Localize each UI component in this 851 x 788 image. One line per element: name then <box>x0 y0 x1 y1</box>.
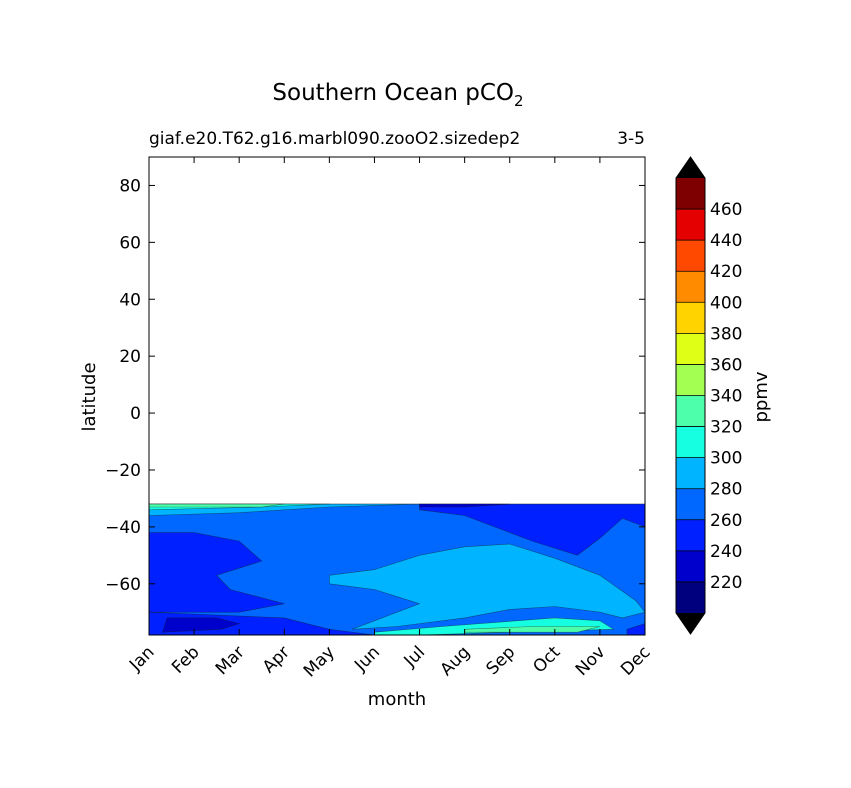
y-tick-label: 40 <box>119 290 141 310</box>
y-axis-label: latitude <box>79 362 100 431</box>
x-tick-label: Sep <box>482 642 519 679</box>
contour-region-240 <box>626 623 645 635</box>
colorbar-swatch <box>676 271 705 303</box>
colorbar-label: ppmv <box>751 371 772 422</box>
colorbar-tick-label: 280 <box>710 480 742 500</box>
y-tick-label: 0 <box>130 404 141 424</box>
x-tick-label: Jun <box>350 642 384 676</box>
y-tick-label: −60 <box>105 575 141 595</box>
colorbar-tick-label: 400 <box>710 293 742 313</box>
x-axis-label: month <box>368 689 426 710</box>
colorbar-swatch <box>676 364 705 396</box>
x-tick-label: Dec <box>617 642 654 679</box>
contour-region-220 <box>162 617 241 633</box>
season-label: 3-5 <box>617 129 645 149</box>
colorbar-swatch <box>676 302 705 334</box>
contour-region-220 <box>419 503 510 508</box>
colorbar-swatch <box>676 550 705 582</box>
colorbar-tick-label: 300 <box>710 449 742 469</box>
contour-region-320 <box>149 503 285 508</box>
colorbar-tick-label: 320 <box>710 418 742 438</box>
x-tick-label: May <box>300 642 339 681</box>
colorbar-swatch <box>676 519 705 551</box>
colorbar-over-arrow <box>676 157 705 178</box>
contour-region-280 <box>329 543 645 630</box>
x-tick-label: Aug <box>437 642 475 680</box>
colorbar-swatch <box>676 457 705 489</box>
colorbar-swatch <box>676 395 705 427</box>
colorbar: 220 240 260 280 300 320 340 360 380 400 420 440 460 <box>675 156 742 635</box>
x-tick-label: Oct <box>529 642 564 677</box>
colorbar-tick-label: 220 <box>710 573 742 593</box>
colorbar-swatch <box>676 178 705 210</box>
colorbar-swatch <box>676 240 705 272</box>
colorbar-swatch <box>676 488 705 520</box>
colorbar-tick-label: 380 <box>710 324 742 344</box>
run-name-label: giaf.e20.T62.g16.marbl090.zooO2.sizedep2 <box>149 129 520 149</box>
y-tick-label: −40 <box>105 518 141 538</box>
chart-title: Southern Ocean pCO2 <box>272 80 523 110</box>
colorbar-tick-label: 440 <box>710 231 742 251</box>
contour-field <box>149 503 645 635</box>
y-tick-label: 20 <box>119 347 141 367</box>
colorbar-tick-label: 460 <box>710 200 742 220</box>
y-axis-ticks: 80 60 40 20 0 −20 −40 −60 <box>105 176 645 595</box>
colorbar-tick-label: 360 <box>710 355 742 375</box>
colorbar-tick-label: 340 <box>710 387 742 407</box>
colorbar-swatch <box>676 426 705 458</box>
x-tick-label: Apr <box>259 642 294 677</box>
colorbar-outline <box>675 156 706 635</box>
y-tick-label: 60 <box>119 233 141 253</box>
x-tick-label: Mar <box>212 642 249 679</box>
colorbar-under-arrow <box>676 613 705 634</box>
contour-region-240 <box>149 532 285 613</box>
x-tick-label: Jul <box>400 642 429 671</box>
colorbar-tick-label: 260 <box>710 511 742 531</box>
y-tick-label: −20 <box>105 461 141 481</box>
colorbar-swatch <box>676 333 705 365</box>
plot-frame <box>148 156 646 636</box>
x-tick-label: Feb <box>168 642 203 677</box>
colorbar-swatch <box>676 209 705 241</box>
colorbar-tick-label: 420 <box>710 262 742 282</box>
x-tick-label: Nov <box>572 642 610 680</box>
colorbar-swatch <box>676 581 705 613</box>
colorbar-tick-label: 240 <box>710 542 742 562</box>
y-tick-label: 80 <box>119 176 141 196</box>
contour-region-240 <box>419 503 645 556</box>
x-tick-label: Jan <box>125 642 158 675</box>
